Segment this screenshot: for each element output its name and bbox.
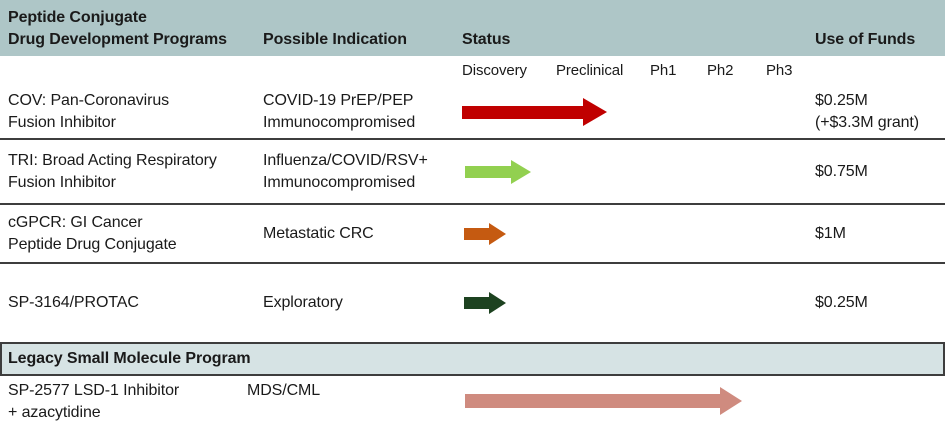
program-row: cGPCR: GI Cancer Peptide Drug Conjugate Me… <box>0 205 949 262</box>
status-cell <box>462 159 815 184</box>
program-name-line: Fusion Inhibitor <box>8 173 116 191</box>
program-indication-line: Immunocompromised <box>263 114 416 131</box>
program-name-line: COV: Pan-Coronavirus <box>8 92 170 109</box>
program-name-line: TRI: Broad Acting Respiratory <box>8 151 217 169</box>
header-programs-line1: Peptide Conjugate <box>8 9 147 26</box>
dark-green-arrow <box>464 292 815 314</box>
program-name-line: SP-3164/PROTAC <box>8 294 139 311</box>
program-indication: COVID-19 PrEP/PEP Immunocompromised <box>263 90 462 134</box>
row-divider <box>0 203 945 205</box>
arrow-head <box>489 292 506 314</box>
arrow-body <box>462 105 583 119</box>
phase-label-ph1: Ph1 <box>650 62 677 79</box>
light-green-arrow <box>465 159 815 184</box>
header-status-label: Status <box>462 31 511 48</box>
status-cell <box>462 98 815 126</box>
phase-label-ph3: Ph3 <box>766 62 793 79</box>
program-indication-line: Exploratory <box>263 294 343 311</box>
program-funds: $0.75M <box>815 161 949 183</box>
header-status-column: Status <box>462 0 815 57</box>
program-indication-line: Influenza/COVID/RSV+ <box>263 151 428 169</box>
phase-label-preclinical: Preclinical <box>556 62 624 79</box>
header-programs-column: Peptide Conjugate Drug Development Progr… <box>0 0 263 57</box>
program-indication: MDS/CML <box>247 380 462 402</box>
salmon-arrow <box>465 387 815 415</box>
legacy-section-header: Legacy Small Molecule Program <box>0 342 945 376</box>
program-funds: $1M <box>815 223 949 245</box>
arrow-head <box>511 159 531 184</box>
program-funds-line: $0.25M <box>815 92 868 109</box>
program-row: SP-2577 LSD-1 Inhibitor + azacytidine MDS/… <box>0 376 949 439</box>
status-cell <box>462 292 815 314</box>
program-funds-line: $0.75M <box>815 162 868 180</box>
program-row: SP-3164/PROTAC Exploratory $0.25M <box>0 264 949 342</box>
program-name: SP-2577 LSD-1 Inhibitor + azacytidine <box>0 380 263 424</box>
arrow-head <box>720 387 742 415</box>
program-name: SP-3164/PROTAC <box>0 292 263 314</box>
program-name-line: cGPCR: GI Cancer <box>8 213 143 231</box>
program-name-line: Peptide Drug Conjugate <box>8 235 177 253</box>
arrow-body <box>464 227 489 240</box>
program-indication-line: COVID-19 PrEP/PEP <box>263 92 414 109</box>
program-indication-line: MDS/CML <box>247 382 321 399</box>
header-funds-label: Use of Funds <box>815 31 916 48</box>
phase-label-discovery: Discovery <box>462 62 527 79</box>
program-funds: $0.25M (+$3.3M grant) <box>815 90 949 134</box>
program-name-line: SP-2577 LSD-1 Inhibitor <box>8 382 180 399</box>
orange-arrow <box>464 222 815 245</box>
program-name: TRI: Broad Acting Respiratory Fusion Inhi… <box>0 150 263 194</box>
program-indication: Exploratory <box>263 292 462 314</box>
program-name-line: + azacytidine <box>8 404 101 421</box>
program-rows: COV: Pan-Coronavirus Fusion Inhibitor COVI… <box>0 86 949 342</box>
phase-label-ph2: Ph2 <box>707 62 734 79</box>
row-divider <box>0 138 945 140</box>
status-cell <box>462 222 815 245</box>
phase-subheader: Discovery Preclinical Ph1 Ph2 Ph3 <box>0 56 949 86</box>
status-cell <box>462 387 815 415</box>
legacy-section-title: Legacy Small Molecule Program <box>8 350 251 367</box>
arrow-body <box>465 165 511 178</box>
arrow-head <box>583 98 607 126</box>
header-programs-line2: Drug Development Programs <box>8 31 227 48</box>
header-indication-column: Possible Indication <box>263 0 462 57</box>
legacy-program-row: SP-2577 LSD-1 Inhibitor + azacytidine MDS/… <box>0 376 949 439</box>
row-divider <box>0 262 945 264</box>
program-indication-line: Immunocompromised <box>263 173 416 191</box>
program-funds-line: $1M <box>815 224 846 242</box>
program-funds-line: (+$3.3M grant) <box>815 114 919 131</box>
program-row: TRI: Broad Acting Respiratory Fusion Inhi… <box>0 140 949 203</box>
header-funds-column: Use of Funds <box>815 0 945 57</box>
program-indication-line: Metastatic CRC <box>263 224 374 242</box>
program-funds-line: $0.25M <box>815 294 868 311</box>
program-name-line: Fusion Inhibitor <box>8 114 116 131</box>
arrow-head <box>489 222 506 245</box>
program-indication: Metastatic CRC <box>263 223 462 245</box>
arrow-body <box>464 297 489 309</box>
program-name: COV: Pan-Coronavirus Fusion Inhibitor <box>0 90 263 134</box>
program-funds: $0.25M <box>815 292 949 314</box>
program-name: cGPCR: GI Cancer Peptide Drug Conjugate <box>0 212 263 256</box>
table-header: Peptide Conjugate Drug Development Progr… <box>0 0 945 56</box>
header-indication-label: Possible Indication <box>263 31 407 48</box>
program-indication: Influenza/COVID/RSV+ Immunocompromised <box>263 150 462 194</box>
program-row: COV: Pan-Coronavirus Fusion Inhibitor COVI… <box>0 86 949 138</box>
red-arrow <box>462 98 815 126</box>
arrow-body <box>465 394 720 408</box>
